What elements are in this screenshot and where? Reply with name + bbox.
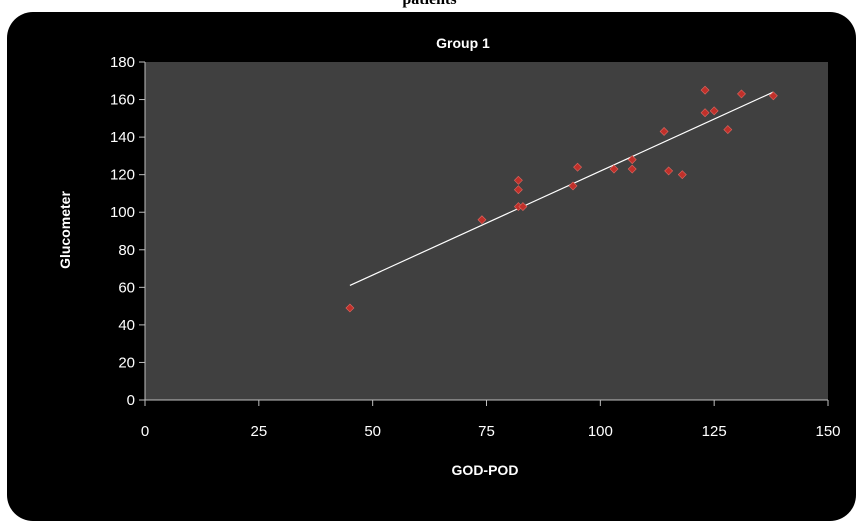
y-tick-label: 140	[110, 129, 135, 146]
page-caption: patients	[0, 0, 859, 9]
data-point	[573, 162, 582, 172]
data-point	[700, 85, 710, 95]
data-point	[700, 108, 710, 118]
trendline	[349, 91, 774, 287]
data-point	[627, 164, 637, 174]
data-point	[609, 164, 619, 174]
data-point	[659, 127, 669, 136]
x-tick-label: 25	[250, 423, 267, 440]
y-tick-label: 160	[110, 92, 135, 109]
data-point	[723, 125, 733, 135]
data-point	[513, 175, 523, 185]
y-tick-labels: 0 20 40 60 80 100 120 140 160 180	[110, 54, 145, 409]
data-points	[345, 85, 778, 313]
y-tick-label: 100	[110, 204, 135, 221]
x-tick-label: 125	[702, 423, 727, 440]
y-tick-label: 80	[118, 242, 135, 259]
x-tick-label: 150	[815, 423, 840, 440]
y-tick-label: 40	[118, 317, 135, 334]
x-tick-labels: 0 25 50 75 100 125 150	[141, 400, 841, 440]
y-tick-label: 120	[110, 167, 135, 184]
data-point	[345, 303, 355, 313]
data-point	[737, 89, 746, 99]
x-axis-title: GOD-POD	[452, 462, 519, 478]
y-axis-title: Glucometer	[57, 191, 73, 269]
data-point	[768, 91, 778, 101]
data-point	[568, 181, 578, 191]
y-tick-label: 60	[118, 279, 135, 296]
data-point	[709, 106, 719, 116]
data-point	[477, 215, 487, 225]
plot-area	[145, 62, 828, 400]
x-tick-label: 0	[141, 423, 149, 440]
data-point	[664, 166, 674, 176]
y-tick-label: 180	[110, 54, 135, 71]
y-tick-label: 0	[127, 392, 135, 409]
y-tick-label: 20	[118, 354, 135, 371]
x-tick-label: 75	[478, 423, 495, 440]
data-point	[627, 155, 637, 165]
x-tick-label: 100	[588, 423, 613, 440]
chart-title: Group 1	[436, 35, 490, 51]
x-tick-label: 50	[364, 423, 381, 440]
data-point	[513, 185, 523, 195]
data-point	[518, 202, 528, 212]
data-point	[677, 170, 687, 180]
trendline-group	[349, 91, 774, 287]
